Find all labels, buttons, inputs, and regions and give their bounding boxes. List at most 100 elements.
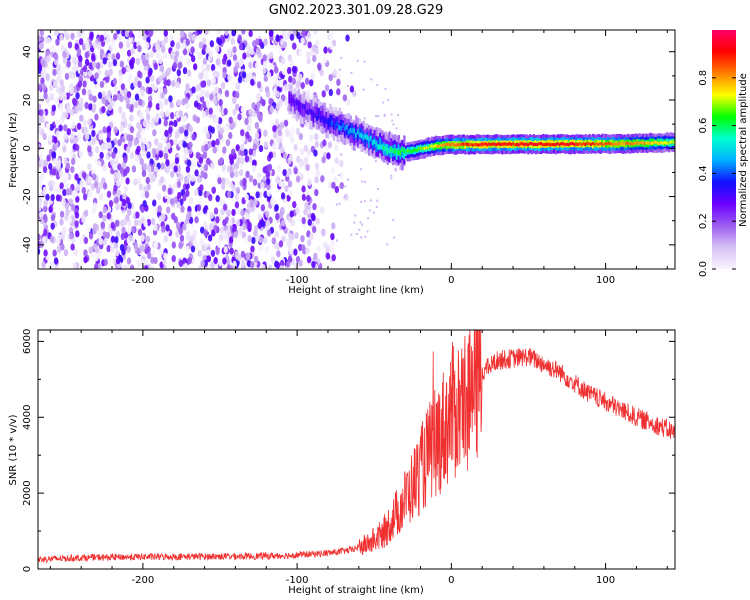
spectrogram-cell — [40, 158, 45, 167]
spectrogram-cell — [98, 211, 103, 219]
spectrogram-cell — [305, 247, 310, 255]
spectrogram-cell — [280, 192, 286, 200]
spectrogram-cell — [42, 165, 48, 174]
spectrogram-cell — [211, 186, 217, 194]
spectrogram-cell — [313, 30, 318, 35]
spectrogram-cell — [78, 55, 83, 63]
spectrogram-signal-cell — [456, 142, 460, 147]
spectrogram-cell — [233, 116, 238, 124]
spectrogram-cell — [255, 191, 260, 199]
spectrogram-cell — [369, 199, 372, 202]
spectrogram-cell — [285, 129, 290, 138]
spectrogram-cell — [58, 124, 63, 132]
spectrogram-signal-cell — [560, 141, 563, 146]
spectrogram-cell — [206, 157, 211, 165]
spectrogram-cell — [333, 176, 338, 184]
spectrogram-cell — [260, 181, 265, 189]
spectrogram-cell — [140, 205, 145, 214]
spectrogram-cell — [293, 143, 298, 151]
spectrogram-cell — [321, 156, 326, 164]
spectrogram-cell — [203, 221, 208, 229]
spectrogram-cell — [113, 184, 118, 192]
spectrogram-cell — [94, 246, 100, 254]
spectrogram-cell — [72, 262, 77, 269]
spectrogram-signal-cell — [660, 141, 663, 145]
spectrogram-cell — [299, 158, 305, 166]
spectrogram-cell — [250, 78, 255, 86]
spectrogram-cell — [139, 112, 144, 120]
y-tick-label: -40 — [22, 237, 33, 253]
spectrogram-signal-cell — [486, 143, 489, 147]
spectrogram-cell — [194, 189, 199, 197]
spectrogram-cell — [288, 215, 293, 224]
spectrogram-cell — [88, 103, 93, 111]
spectrogram-cell — [143, 163, 148, 171]
spectrogram-cell — [95, 62, 101, 70]
spectrogram-cell — [185, 102, 190, 110]
spectrogram-cell — [135, 148, 140, 156]
spectrogram-cell — [384, 87, 387, 90]
spectrogram-cell — [173, 138, 178, 146]
spectrogram-cell — [123, 185, 128, 193]
spectrogram-signal-cell — [667, 141, 671, 145]
spectrogram-cell — [125, 177, 130, 185]
spectrogram-cell — [110, 245, 115, 253]
spectrogram-cell — [353, 221, 356, 224]
spectrogram-cell — [235, 103, 240, 111]
spectrogram-cell — [253, 255, 259, 263]
spectrogram-cell — [383, 114, 386, 117]
spectrogram-cell — [123, 156, 128, 164]
spectrogram-cell — [392, 218, 395, 221]
spectrogram-cell — [152, 199, 157, 207]
spectrogram-cell — [56, 75, 61, 83]
spectrogram-cell — [327, 141, 333, 149]
spectrogram-cell — [191, 33, 197, 41]
spectrogram-cell — [331, 254, 336, 262]
spectrogram-cell — [283, 32, 289, 41]
spectrogram-cell — [95, 186, 101, 195]
spectrogram-cell — [343, 196, 346, 199]
spectrogram-cell — [66, 102, 71, 110]
spectrogram-signal-cell — [406, 149, 410, 153]
spectrogram-cell — [204, 90, 210, 98]
spectrogram-cell — [287, 180, 293, 188]
spectrogram-cell — [228, 180, 233, 188]
spectrogram-cell — [269, 30, 274, 37]
spectrogram-cell — [377, 115, 380, 118]
spectrogram-signal-cell — [434, 143, 438, 148]
spectrogram-cell — [83, 256, 88, 264]
spectrogram-signal-cell — [316, 106, 319, 119]
spectrogram-cell — [168, 126, 173, 134]
spectrogram-cell — [48, 180, 53, 188]
spectrogram-cell — [133, 80, 138, 88]
spectrogram-signal-cell — [490, 142, 493, 147]
spectrogram-signal-cell — [532, 142, 536, 147]
spectrogram-cell — [280, 94, 286, 102]
snr-background — [38, 330, 675, 569]
spectrogram-cell — [147, 100, 153, 109]
spectrogram-cell — [245, 170, 250, 179]
spectrogram-cell — [364, 235, 367, 238]
spectrogram-cell — [165, 224, 170, 232]
spectrogram-cell — [145, 113, 151, 121]
spectrogram-cell — [145, 108, 150, 116]
spectrogram-cell — [317, 62, 322, 70]
spectrogram-cell — [119, 125, 124, 133]
spectrogram-signal-cell — [558, 143, 562, 147]
spectrogram-signal-cell — [421, 146, 425, 150]
spectrogram-cell — [97, 229, 102, 238]
spectrogram-cell — [42, 236, 47, 244]
spectrogram-signal-cell — [393, 149, 397, 155]
spectrogram-cell — [91, 55, 96, 63]
spectrogram-cell — [271, 237, 277, 245]
spectrogram-cell — [134, 154, 139, 162]
spectrogram-cell — [266, 189, 272, 197]
spectrogram-signal-cell — [597, 142, 600, 147]
spectrogram-cell — [58, 103, 64, 111]
spectrogram-signal-cell — [484, 142, 487, 146]
spectrogram-cell — [188, 125, 193, 133]
spectrogram-cell — [38, 143, 42, 151]
spectrogram-cell — [75, 230, 80, 238]
spectrogram-cell — [81, 88, 87, 96]
spectrogram-cell — [347, 178, 350, 181]
